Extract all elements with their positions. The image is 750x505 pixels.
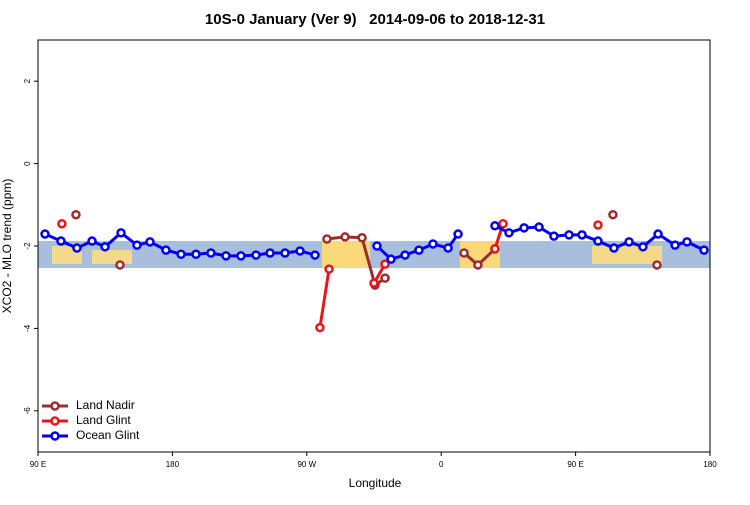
point [116,228,126,238]
point [490,244,500,254]
point [549,231,559,241]
y-axis-label: XCO2 - MLO trend (ppm) [0,179,14,314]
point [280,248,290,258]
point [251,250,261,260]
x-tick-label: 180 [703,460,717,469]
legend-label: Land Glint [76,413,131,427]
legend-label: Land Nadir [76,398,135,412]
point [638,242,648,252]
point [206,248,216,258]
point [577,230,587,240]
legend-marker [50,431,60,441]
point [71,209,81,220]
point [40,229,50,239]
x-tick-label: 90 E [567,460,583,469]
point [221,251,231,261]
point [498,219,508,229]
point [490,221,500,231]
point [132,240,142,250]
point [428,239,438,249]
point [593,236,603,246]
point [161,245,171,255]
x-tick-label: 90 E [30,460,46,469]
series-line [318,268,331,328]
point [72,243,82,253]
point [519,223,529,233]
chart-title: 10S-0 January (Ver 9) 2014-09-06 to 2018… [205,11,545,28]
point [473,260,483,270]
point [315,322,325,333]
point [324,264,334,274]
point [357,233,367,243]
x-tick-label: 90 W [297,460,316,469]
x-tick-label: 180 [166,460,180,469]
x-axis-label: Longitude [349,476,402,490]
point [593,220,603,230]
point [369,278,379,288]
point [100,242,110,252]
point [191,249,201,259]
point [534,222,544,232]
point [624,237,634,247]
point [699,245,709,255]
point [682,237,692,247]
y-tick-label: 2 [23,78,32,83]
point [386,254,396,264]
point [380,273,390,283]
point [372,241,382,251]
y-tick-label: -6 [23,407,32,415]
y-tick-label: -2 [23,242,32,250]
point [608,209,618,220]
point [443,243,453,253]
point [56,236,66,246]
legend-label: Ocean Glint [76,428,140,442]
y-tick-label: 0 [23,161,32,166]
point [115,260,125,270]
point [453,229,463,239]
legend-marker [50,401,60,411]
point [57,219,67,229]
point [564,230,574,240]
point [322,234,332,244]
point [176,249,186,259]
point [380,259,390,269]
point [340,232,350,242]
point [653,229,663,239]
y-tick-label: -4 [23,324,32,332]
point [652,260,662,270]
land-patch [592,246,662,264]
point [459,248,469,258]
point [265,248,275,258]
land-patch [92,250,132,264]
point [400,250,410,260]
point [295,246,305,256]
point [414,245,424,255]
point [145,237,155,247]
point [504,228,514,238]
x-tick-label: 0 [439,460,444,469]
land-patch [322,241,370,268]
point [87,236,97,246]
legend-marker [50,416,60,426]
point [670,240,680,250]
point [236,251,246,261]
point [609,243,619,253]
point [310,250,320,260]
